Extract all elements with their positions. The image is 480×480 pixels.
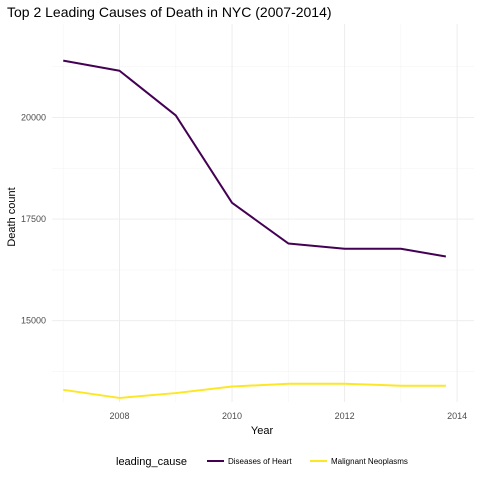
x-tick-label: 2010 xyxy=(222,411,242,421)
y-tick-label: 20000 xyxy=(21,112,46,122)
legend: leading_cause Diseases of Heart Malignant… xyxy=(116,456,408,468)
x-tick-label: 2014 xyxy=(447,411,467,421)
legend-label-2: Malignant Neoplasms xyxy=(331,457,408,466)
y-tick-label: 17500 xyxy=(21,214,46,224)
x-tick-label: 2008 xyxy=(110,411,130,421)
x-axis-title: Year xyxy=(251,425,274,437)
y-axis-title: Death count xyxy=(6,187,18,246)
x-axis-ticks: 2008 2010 2012 2014 xyxy=(110,411,468,421)
chart-title: Top 2 Leading Causes of Death in NYC (20… xyxy=(7,4,332,20)
legend-title: leading_cause xyxy=(116,456,187,468)
legend-label-1: Diseases of Heart xyxy=(228,457,292,466)
y-tick-label: 15000 xyxy=(21,316,46,326)
y-axis-ticks: 15000 17500 20000 xyxy=(21,112,46,325)
x-tick-label: 2012 xyxy=(335,411,355,421)
series-line-1 xyxy=(63,59,447,258)
major-grid xyxy=(52,24,474,402)
series-layer xyxy=(63,59,447,399)
series-line-2 xyxy=(63,382,446,399)
minor-grid xyxy=(52,24,474,402)
